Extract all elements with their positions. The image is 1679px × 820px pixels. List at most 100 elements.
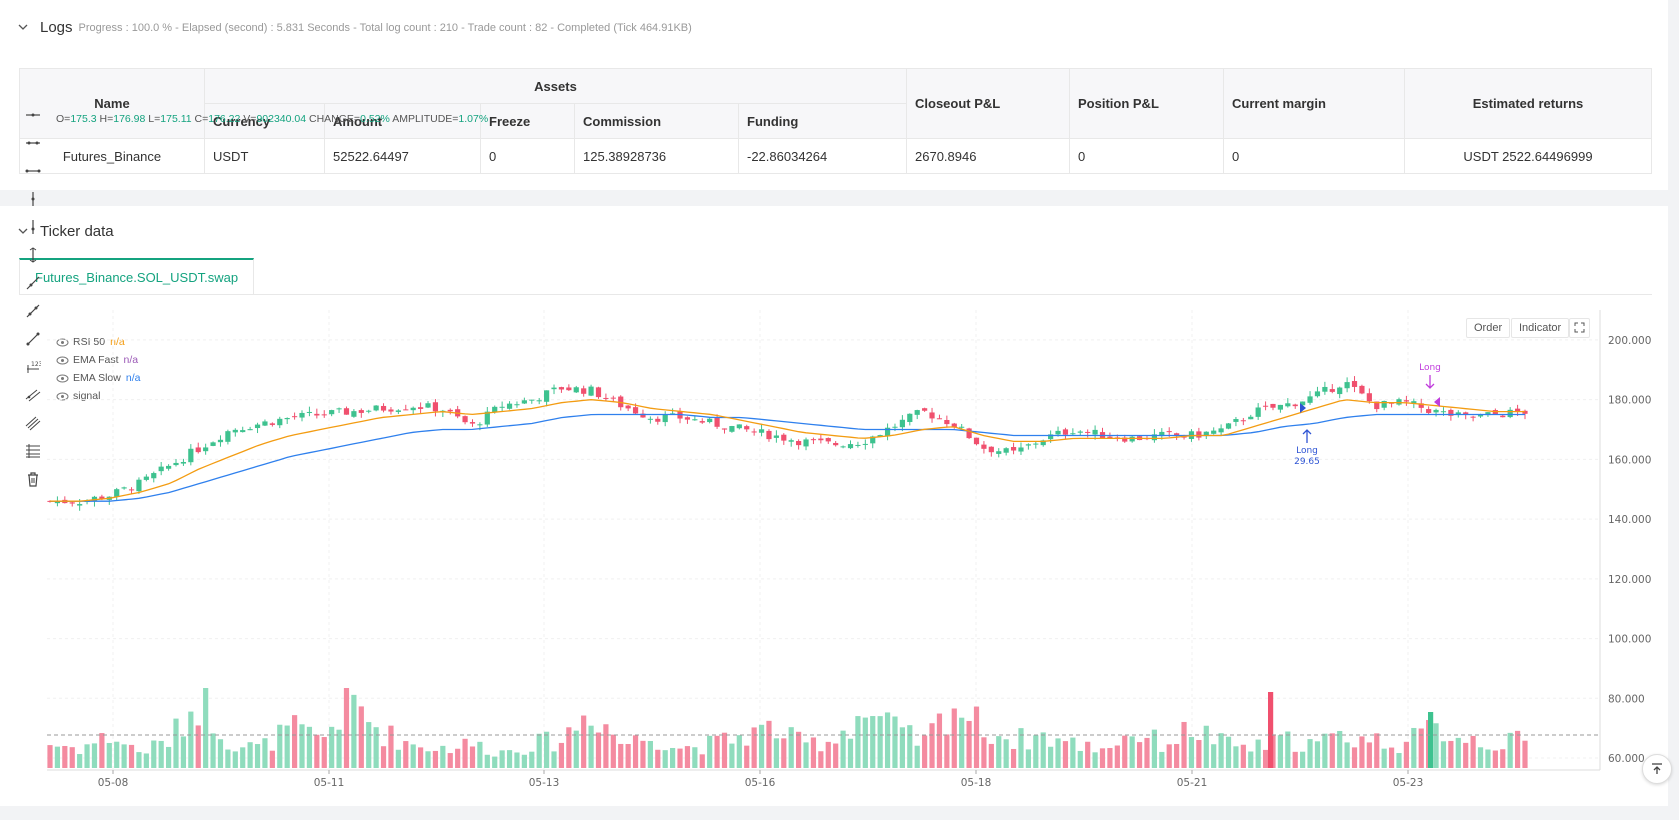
logs-header[interactable]: Logs Progress : 100.0 % - Elapsed (secon… [18, 19, 692, 36]
ticker-header[interactable]: Ticker data [18, 223, 114, 240]
ohlc-h-label: H= [99, 113, 114, 125]
candle-body [299, 412, 305, 418]
candle-body [1514, 408, 1521, 412]
vertical-segment-icon[interactable] [22, 244, 44, 266]
legend-rsi[interactable]: RSI 50 n/a [56, 336, 125, 348]
volume-bar [766, 720, 772, 768]
volume-bar [47, 745, 53, 768]
y-tick-label: 180.000 [1608, 395, 1651, 407]
volume-bar [929, 723, 935, 768]
candle-body [1255, 407, 1261, 417]
candle-body [870, 436, 876, 444]
col-estimated-returns: Estimated returns [1404, 68, 1652, 139]
volume-bar [1448, 740, 1454, 768]
legend-ema-slow[interactable]: EMA Slow n/a [56, 372, 140, 384]
candle-body [988, 446, 994, 453]
candle-body [188, 448, 194, 463]
candle-body [462, 416, 468, 423]
eye-icon[interactable] [56, 338, 69, 347]
candle-body [1203, 431, 1209, 436]
candle-body [143, 476, 149, 480]
trend-line-icon[interactable] [22, 272, 44, 294]
candle-body [721, 428, 728, 430]
volume-bar [1159, 751, 1165, 768]
volume-bar [232, 751, 238, 768]
volume-bar [1381, 748, 1387, 768]
vertical-line-icon[interactable] [22, 188, 44, 210]
horizontal-line-icon[interactable] [22, 104, 44, 126]
volume-bar [1522, 740, 1528, 768]
eye-icon[interactable] [56, 392, 69, 401]
volume-bar [1129, 736, 1135, 768]
ohlc-high: 176.98 [113, 113, 146, 125]
candle-body [892, 426, 898, 428]
volume-bar [544, 731, 550, 768]
volume-bar [1428, 712, 1434, 768]
volume-bar [1225, 736, 1232, 768]
chevron-down-icon[interactable] [18, 225, 32, 239]
ticker-title: Ticker data [40, 223, 114, 240]
volume-bar [1374, 733, 1380, 768]
long-marker-arrow [1425, 375, 1435, 389]
parallel-channel-icon[interactable] [22, 384, 44, 406]
volume-bar [128, 744, 135, 768]
candle-body [1374, 401, 1380, 410]
candle-body [1426, 409, 1432, 413]
trash-icon[interactable] [22, 468, 44, 490]
candle-body [1010, 447, 1017, 451]
eye-icon[interactable] [56, 356, 69, 365]
legend-ema-fast[interactable]: EMA Fast n/a [56, 354, 138, 366]
volume-bar [899, 727, 905, 768]
ohlc-volume: 902340.04 [256, 113, 307, 125]
fullscreen-icon[interactable] [1569, 318, 1590, 338]
volume-bar [1196, 740, 1202, 768]
ohlc-change-label: CHANGE= [309, 113, 361, 125]
volume-bar [855, 716, 861, 768]
volume-bar [373, 727, 379, 768]
col-freeze: Freeze [480, 103, 575, 139]
candle-body [684, 417, 691, 420]
x-tick-label: 05-11 [314, 777, 345, 789]
candle-body [425, 403, 431, 408]
fib-channel-icon[interactable] [22, 412, 44, 434]
cell-estimated-returns: USDT 2522.64496999 [1404, 138, 1652, 174]
candle-body [1085, 431, 1091, 433]
volume-bar [603, 724, 609, 768]
candle-body [1240, 420, 1246, 422]
candle-body [1211, 430, 1217, 434]
candle-body [840, 446, 846, 448]
fibonacci-icon[interactable] [22, 440, 44, 462]
volume-bar [1092, 752, 1098, 768]
price-range-icon[interactable]: 123 [22, 356, 44, 378]
volume-bar [714, 735, 720, 768]
long-marker-label: Long [1296, 446, 1318, 456]
tab-sol-usdt[interactable]: Futures_Binance.SOL_USDT.swap [19, 258, 255, 294]
volume-bar [981, 737, 987, 768]
legend-signal[interactable]: signal [56, 390, 100, 402]
candle-body [395, 410, 401, 412]
vertical-ray-icon[interactable] [22, 216, 44, 238]
volume-bar [632, 735, 639, 768]
col-amount: Amount [324, 103, 481, 139]
candle-body [1262, 405, 1269, 407]
chevron-down-icon[interactable] [18, 21, 32, 35]
legend-ema-fast-value: n/a [123, 354, 139, 366]
tab-divider [19, 294, 1652, 295]
horizontal-ray-icon[interactable] [22, 132, 44, 154]
candle-body [1003, 448, 1009, 453]
volume-bar [618, 743, 624, 768]
candle-body [818, 438, 824, 441]
volume-bar [143, 753, 149, 768]
volume-bar [744, 745, 750, 768]
y-tick-label: 80.000 [1608, 693, 1645, 705]
ray-line-icon[interactable] [22, 300, 44, 322]
scroll-to-top-button[interactable] [1642, 754, 1672, 784]
segment-line-icon[interactable] [22, 328, 44, 350]
order-button[interactable]: Order [1466, 318, 1511, 338]
table-header-row: Name Assets Closeout P&L Position P&L Cu… [19, 68, 1652, 139]
eye-icon[interactable] [56, 374, 69, 383]
volume-bar [432, 750, 439, 768]
indicator-button[interactable]: Indicator [1511, 318, 1570, 338]
extended-line-icon[interactable] [22, 160, 44, 182]
